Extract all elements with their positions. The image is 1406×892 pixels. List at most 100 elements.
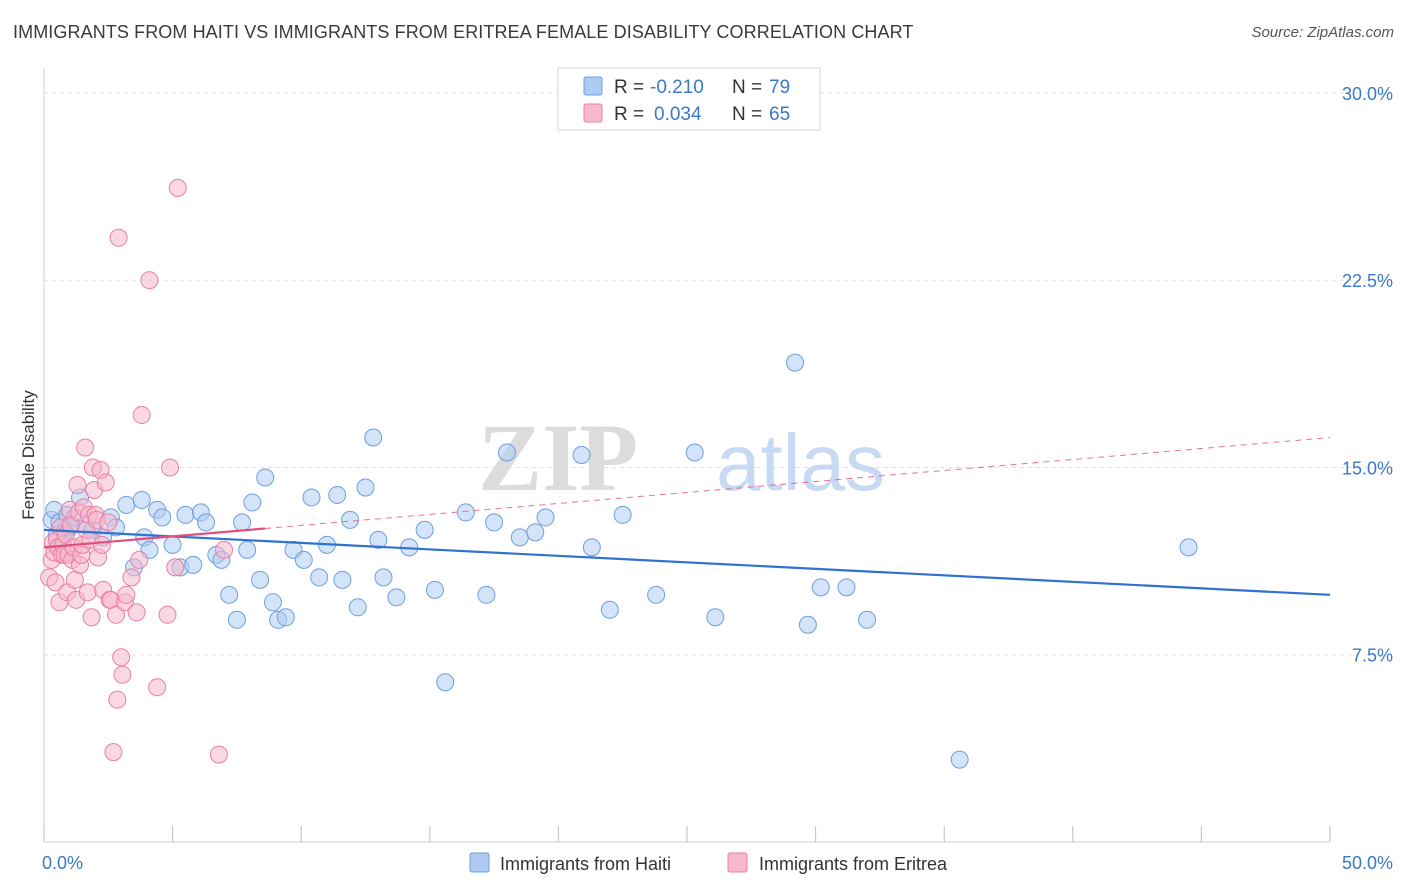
- legend-eritrea-n-label: N =: [732, 104, 762, 125]
- y-tick-label: 22.5%: [1342, 271, 1393, 291]
- eritrea-data-point: [108, 690, 127, 709]
- x-tick-label-max: 50.0%: [1342, 853, 1393, 873]
- eritrea-data-point: [99, 513, 118, 532]
- haiti-data-point: [153, 508, 172, 527]
- haiti-data-point: [526, 523, 545, 542]
- haiti-data-point: [276, 608, 295, 627]
- eritrea-data-point: [161, 458, 180, 477]
- haiti-data-point: [310, 568, 329, 587]
- haiti-data-point: [233, 513, 252, 532]
- eritrea-data-point: [127, 603, 146, 622]
- legend-bottom-eritrea-label: Immigrants from Eritrea: [759, 854, 948, 874]
- eritrea-data-point: [109, 228, 128, 247]
- y-tick-label: 15.0%: [1342, 458, 1393, 478]
- eritrea-data-point: [148, 678, 167, 697]
- eritrea-trend-line-dashed: [265, 437, 1331, 529]
- haiti-data-point: [238, 540, 257, 559]
- eritrea-data-point: [113, 665, 132, 684]
- eritrea-series-points: [40, 178, 234, 764]
- trend-lines: [43, 437, 1331, 596]
- eritrea-data-point: [158, 605, 177, 624]
- legend-haiti-r-value: -0.210: [650, 77, 704, 98]
- haiti-data-point: [227, 610, 246, 629]
- haiti-trend-line: [43, 528, 1331, 596]
- y-tick-label: 30.0%: [1342, 84, 1393, 104]
- eritrea-data-point: [76, 438, 95, 457]
- watermark-atlas: atlas: [716, 418, 885, 507]
- haiti-data-point: [572, 446, 591, 464]
- haiti-data-point: [333, 570, 352, 589]
- legend-bottom-haiti-swatch: [469, 852, 490, 873]
- eritrea-data-point: [96, 473, 115, 492]
- haiti-data-point: [950, 750, 969, 769]
- haiti-data-point: [600, 600, 619, 619]
- eritrea-data-point: [104, 743, 123, 762]
- y-tick-label: 7.5%: [1352, 646, 1393, 666]
- eritrea-data-point: [82, 608, 101, 627]
- y-axis-tick-labels: 7.5% 15.0% 22.5% 30.0%: [1342, 84, 1393, 666]
- haiti-data-point: [858, 610, 877, 629]
- haiti-data-point: [613, 505, 632, 524]
- haiti-data-point: [364, 428, 383, 447]
- haiti-data-point: [706, 608, 725, 627]
- haiti-series-points: [42, 353, 1198, 769]
- source-label: Source: ZipAtlas.com: [1251, 24, 1394, 41]
- legend-top: R = -0.210 N = 79 R = 0.034 N = 65: [557, 67, 821, 131]
- legend-haiti-r-label: R =: [614, 77, 644, 98]
- haiti-data-point: [117, 495, 136, 514]
- haiti-data-point: [132, 490, 151, 509]
- haiti-data-point: [436, 673, 455, 692]
- haiti-data-point: [477, 585, 496, 604]
- legend-eritrea-swatch: [583, 103, 603, 123]
- haiti-data-point: [356, 478, 375, 497]
- haiti-data-point: [328, 485, 347, 504]
- eritrea-data-point: [117, 585, 136, 604]
- haiti-data-point: [798, 615, 817, 634]
- eritrea-data-point: [166, 558, 185, 577]
- legend-eritrea-r-label: R =: [614, 104, 644, 125]
- eritrea-data-point: [68, 475, 87, 494]
- haiti-data-point: [811, 578, 830, 597]
- legend-haiti-n-label: N =: [732, 77, 762, 98]
- haiti-data-point: [425, 580, 444, 599]
- haiti-data-point: [485, 513, 504, 532]
- haiti-data-point: [369, 530, 388, 549]
- chart-title: IMMIGRANTS FROM HAITI VS IMMIGRANTS FROM…: [13, 22, 914, 42]
- haiti-data-point: [374, 568, 393, 587]
- haiti-data-point: [294, 550, 313, 569]
- haiti-data-point: [341, 510, 360, 529]
- eritrea-data-point: [140, 271, 159, 290]
- legend-eritrea-n-value: 65: [769, 104, 790, 125]
- haiti-data-point: [837, 578, 856, 597]
- watermark: ZIP atlas: [478, 404, 885, 511]
- eritrea-data-point: [112, 648, 131, 667]
- eritrea-data-point: [209, 745, 228, 764]
- eritrea-trend-line-solid: [43, 527, 266, 549]
- haiti-data-point: [497, 443, 516, 462]
- eritrea-data-point: [92, 535, 111, 554]
- eritrea-data-point: [132, 406, 151, 425]
- haiti-data-point: [582, 538, 601, 557]
- legend-haiti-n-value: 79: [769, 77, 790, 98]
- haiti-data-point: [786, 353, 805, 372]
- x-tick-label-min: 0.0%: [42, 853, 83, 873]
- eritrea-data-point: [65, 570, 84, 589]
- eritrea-data-point: [107, 605, 126, 624]
- eritrea-data-point: [78, 583, 97, 602]
- y-axis-title: Female Disability: [19, 390, 38, 520]
- haiti-data-point: [176, 505, 195, 524]
- x-axis-tick-labels: 0.0% 50.0%: [42, 853, 1393, 873]
- haiti-data-point: [184, 555, 203, 574]
- eritrea-data-point: [130, 550, 149, 569]
- x-axis-ticks: [43, 826, 1331, 842]
- legend-bottom-eritrea-swatch: [727, 852, 748, 873]
- haiti-data-point: [243, 493, 262, 512]
- grid-lines: [44, 92, 1392, 656]
- haiti-data-point: [510, 528, 529, 547]
- haiti-data-point: [647, 585, 666, 604]
- haiti-data-point: [251, 570, 270, 589]
- legend-eritrea-r-value: 0.034: [654, 104, 702, 125]
- eritrea-data-point: [122, 568, 141, 587]
- legend-bottom-haiti-label: Immigrants from Haiti: [500, 854, 671, 874]
- haiti-data-point: [197, 513, 216, 532]
